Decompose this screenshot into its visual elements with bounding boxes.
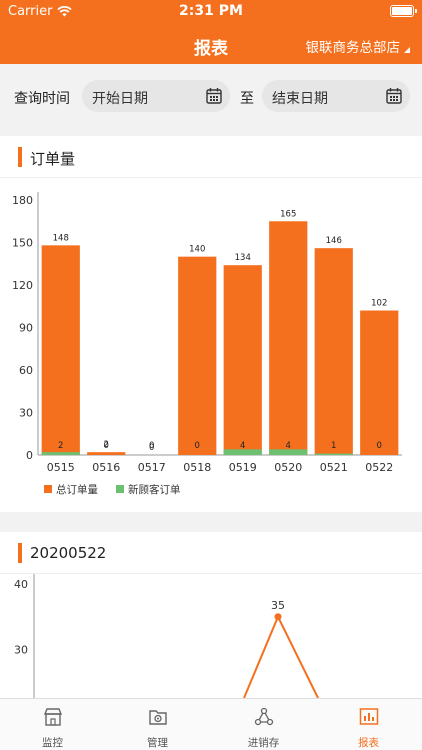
total-order-bar xyxy=(87,452,126,455)
x-tick-label: 0515 xyxy=(47,461,75,474)
total-value-label: 102 xyxy=(371,299,387,309)
x-tick-label: 0521 xyxy=(320,461,348,474)
end-date-placeholder: 结束日期 xyxy=(272,91,328,107)
total-value-label: 165 xyxy=(280,209,296,219)
network-icon xyxy=(254,707,274,726)
total-order-bar xyxy=(41,245,80,455)
dropdown-triangle-icon xyxy=(404,47,410,53)
y-tick-label: 60 xyxy=(19,364,33,377)
orders-card: 订单量 0 30 60 90 120 150 180 148 2 0515 2 0 0516 0 0 0517… xyxy=(0,136,422,512)
x-tick-label: 0518 xyxy=(183,461,211,474)
new-customer-bar xyxy=(269,449,308,455)
new-customer-value-label: 0 xyxy=(195,441,200,451)
y-tick-label: 120 xyxy=(12,279,33,292)
legend-swatch xyxy=(44,485,52,493)
total-value-label: 146 xyxy=(326,236,342,246)
total-value-label: 0 xyxy=(149,443,154,453)
data-point xyxy=(274,613,282,621)
tab-label: 进销存 xyxy=(247,737,280,749)
new-customer-value-label: 0 xyxy=(104,441,109,451)
settings-folder-icon xyxy=(149,710,167,725)
title-accent-bar xyxy=(18,543,22,563)
total-order-bar xyxy=(223,265,262,455)
calendar-icon xyxy=(206,88,222,104)
tab-manage[interactable]: 管理 xyxy=(105,699,210,750)
tab-label: 监控 xyxy=(42,737,63,749)
status-bar: Carrier 2:31 PM xyxy=(0,0,422,22)
title-accent-bar xyxy=(18,147,22,167)
total-order-bar xyxy=(360,310,399,455)
y-tick-label: 150 xyxy=(12,237,33,250)
y-tick-label: 90 xyxy=(19,322,33,335)
daily-card: 20200522 30 40 35 xyxy=(0,532,422,698)
new-customer-bar xyxy=(314,453,353,455)
carrier: Carrier xyxy=(8,4,73,19)
y-tick-label: 0 xyxy=(26,449,33,462)
new-customer-bar xyxy=(41,452,80,455)
new-customer-value-label: 0 xyxy=(149,441,154,451)
y-tick-label: 40 xyxy=(14,578,28,591)
new-customer-value-label: 1 xyxy=(331,441,336,451)
orders-bar-chart: 0306090120150180148205152005160005171400… xyxy=(12,192,402,496)
total-value-label: 148 xyxy=(53,233,69,243)
wifi-icon xyxy=(57,6,73,17)
legend-label: 总订单量 xyxy=(56,483,98,496)
daily-line-chart: 30 40 35 xyxy=(14,574,319,698)
tab-monitor[interactable]: 监控 xyxy=(0,699,105,750)
daily-card-title: 20200522 xyxy=(30,544,107,562)
calendar-icon xyxy=(386,88,402,104)
start-date-field[interactable]: 开始日期 xyxy=(82,80,230,112)
tab-label: 管理 xyxy=(147,737,168,749)
x-tick-label: 0520 xyxy=(274,461,302,474)
new-customer-value-label: 4 xyxy=(240,441,245,451)
carrier-label: Carrier xyxy=(8,4,53,19)
daily-card-header: 20200522 xyxy=(0,532,422,574)
store-selector[interactable]: 银联商务总部店 xyxy=(305,36,410,56)
legend-label: 新顾客订单 xyxy=(128,483,181,496)
battery-icon xyxy=(390,5,417,17)
new-customer-bar xyxy=(223,449,262,455)
new-customer-value-label: 2 xyxy=(58,441,63,451)
y-tick-label: 30 xyxy=(19,407,33,420)
tab-report[interactable]: 报表 xyxy=(316,699,421,750)
x-tick-label: 0517 xyxy=(138,461,166,474)
query-bar: 查询时间 开始日期 至 结束日期 xyxy=(0,64,422,136)
date-range-separator: 至 xyxy=(240,91,254,107)
store-icon xyxy=(43,708,63,726)
total-value-label: 2 xyxy=(104,440,109,450)
y-tick-label: 180 xyxy=(12,194,33,207)
query-label: 查询时间 xyxy=(14,91,70,107)
data-point-label: 35 xyxy=(271,599,285,612)
y-tick-label: 30 xyxy=(14,644,28,657)
total-value-label: 140 xyxy=(189,245,205,255)
x-tick-label: 0522 xyxy=(365,461,393,474)
tab-bar: 监控 管理 进销存 报 xyxy=(0,698,422,750)
new-customer-value-label: 0 xyxy=(377,441,382,451)
tab-label: 报表 xyxy=(358,737,379,749)
status-time: 2:31 PM xyxy=(179,3,243,19)
start-date-placeholder: 开始日期 xyxy=(92,91,148,107)
orders-card-header: 订单量 xyxy=(0,136,422,178)
total-value-label: 134 xyxy=(235,253,251,263)
x-tick-label: 0516 xyxy=(92,461,120,474)
total-order-bar xyxy=(178,256,217,455)
tab-inventory[interactable]: 进销存 xyxy=(211,699,316,750)
page-title: 报表 xyxy=(194,39,228,59)
report-chart-icon xyxy=(359,708,379,725)
total-order-bar xyxy=(269,221,308,455)
x-tick-label: 0519 xyxy=(229,461,257,474)
store-name: 银联商务总部店 xyxy=(305,40,401,56)
orders-card-title: 订单量 xyxy=(30,150,76,168)
top-bar: Carrier 2:31 PM 报表 银联商务总部店 xyxy=(0,0,422,64)
new-customer-value-label: 4 xyxy=(286,441,291,451)
end-date-field[interactable]: 结束日期 xyxy=(262,80,410,112)
legend-swatch xyxy=(116,485,124,493)
total-order-bar xyxy=(314,248,353,455)
series-line xyxy=(243,614,319,698)
